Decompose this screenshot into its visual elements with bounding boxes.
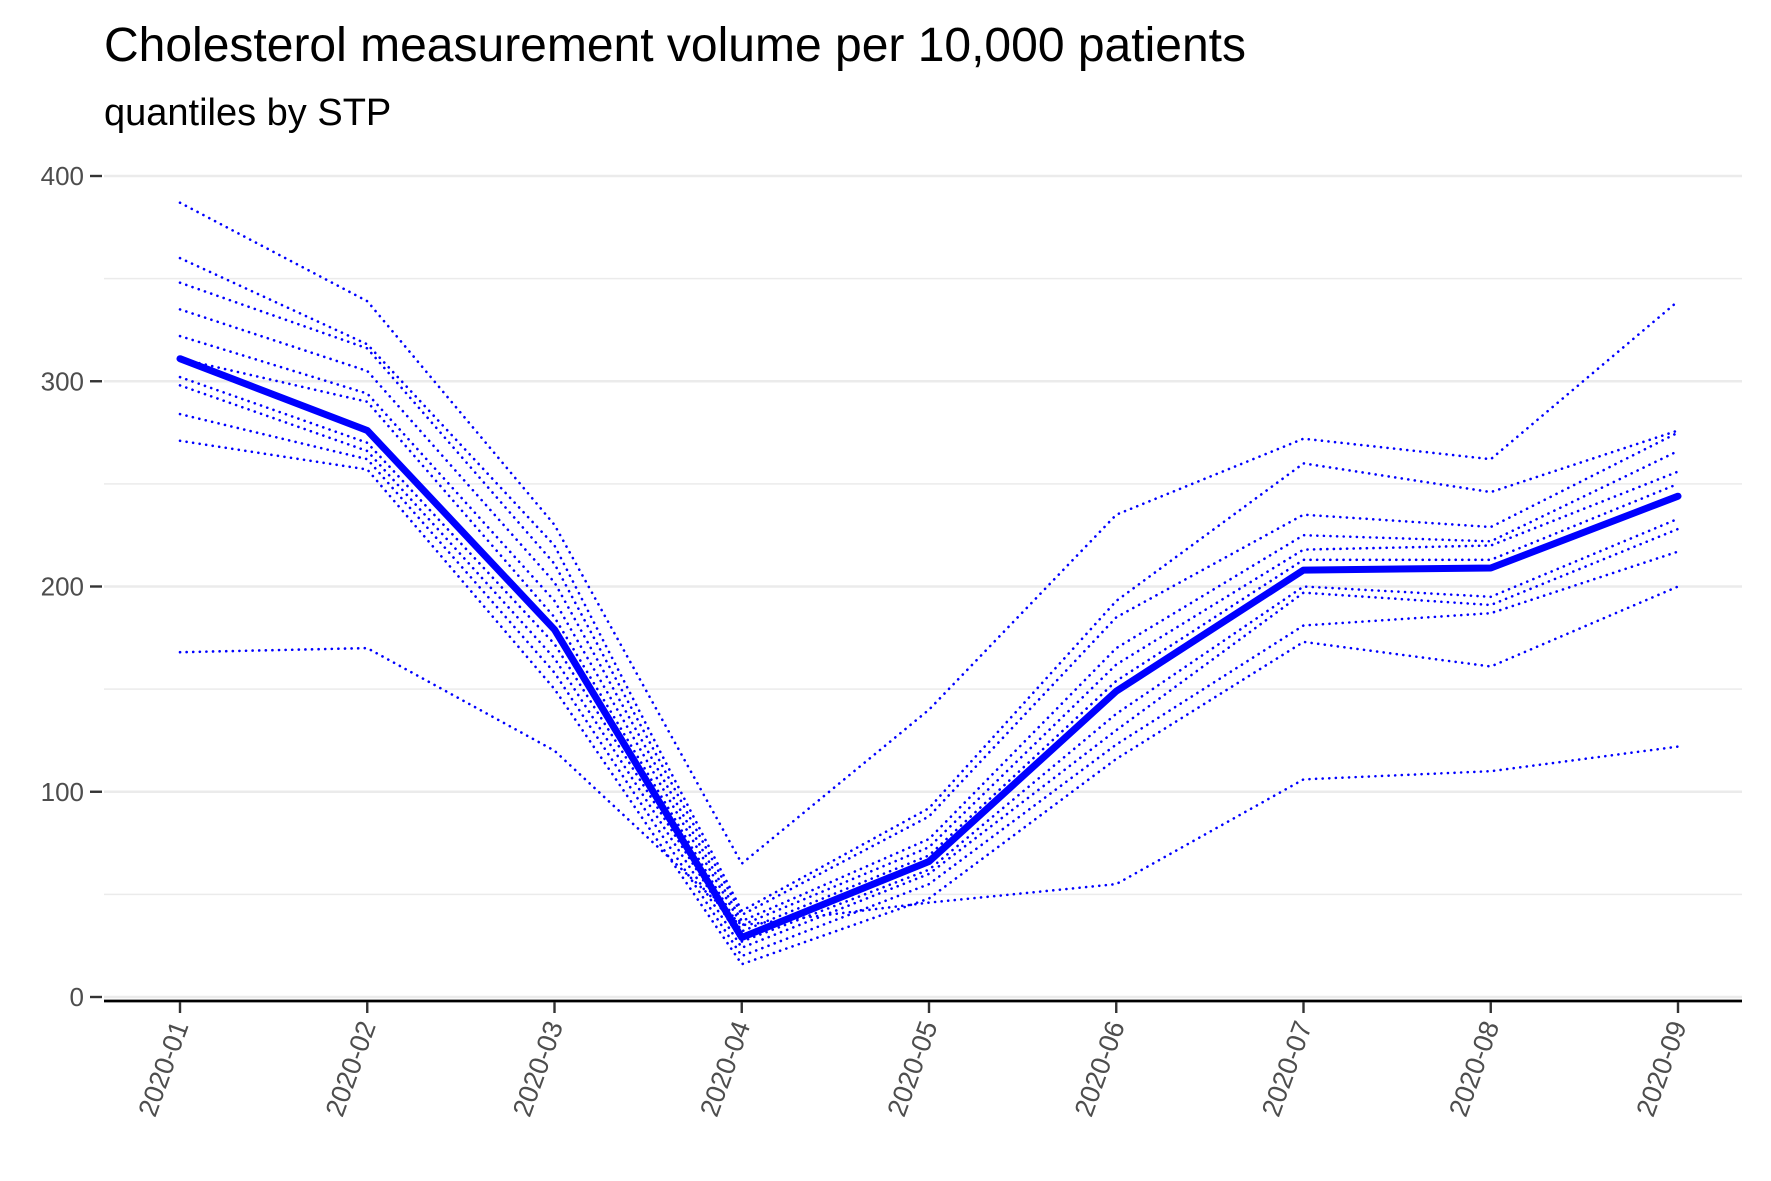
axes: 0 100 200 300 400 2020-01 2020-02 2020-03 2020-0… bbox=[41, 161, 1742, 1120]
series-lines bbox=[176, 201, 1682, 966]
y-tick-label: 0 bbox=[70, 982, 84, 1012]
x-tick-label: 2020-08 bbox=[1443, 1017, 1505, 1120]
series-line-p95 bbox=[178, 256, 1680, 913]
x-tick-label: 2020-05 bbox=[881, 1017, 943, 1120]
series-line-p100 bbox=[178, 201, 1680, 865]
y-tick-label: 200 bbox=[41, 572, 84, 602]
chart-subtitle: quantiles by STP bbox=[104, 92, 392, 134]
chart-title: Cholesterol measurement volume per 10,00… bbox=[104, 19, 1246, 72]
x-tick-label: 2020-01 bbox=[132, 1017, 194, 1120]
series-line-p20 bbox=[178, 412, 1680, 958]
x-tick-label: 2020-03 bbox=[507, 1017, 569, 1120]
series-line-p80 bbox=[178, 308, 1680, 923]
series-line-p40 bbox=[178, 375, 1680, 943]
series-line-p60 bbox=[178, 357, 1680, 933]
series-line-p70 bbox=[178, 334, 1680, 927]
series-line-p30 bbox=[178, 384, 1680, 950]
x-tick-label: 2020-09 bbox=[1630, 1017, 1692, 1120]
x-tick-label: 2020-04 bbox=[694, 1017, 756, 1120]
x-tick-label: 2020-07 bbox=[1256, 1017, 1318, 1120]
y-tick-label: 300 bbox=[41, 366, 84, 396]
series-line-p10 bbox=[178, 439, 1680, 966]
grid-lines bbox=[104, 174, 1742, 999]
series-line-median bbox=[176, 355, 1682, 941]
y-tick-label: 100 bbox=[41, 777, 84, 807]
y-tick-label: 400 bbox=[41, 161, 84, 191]
series-line-p90 bbox=[178, 281, 1680, 917]
series-line-p00 bbox=[178, 646, 1680, 927]
x-tick-label: 2020-06 bbox=[1069, 1017, 1131, 1120]
x-tick-label: 2020-02 bbox=[320, 1017, 382, 1120]
